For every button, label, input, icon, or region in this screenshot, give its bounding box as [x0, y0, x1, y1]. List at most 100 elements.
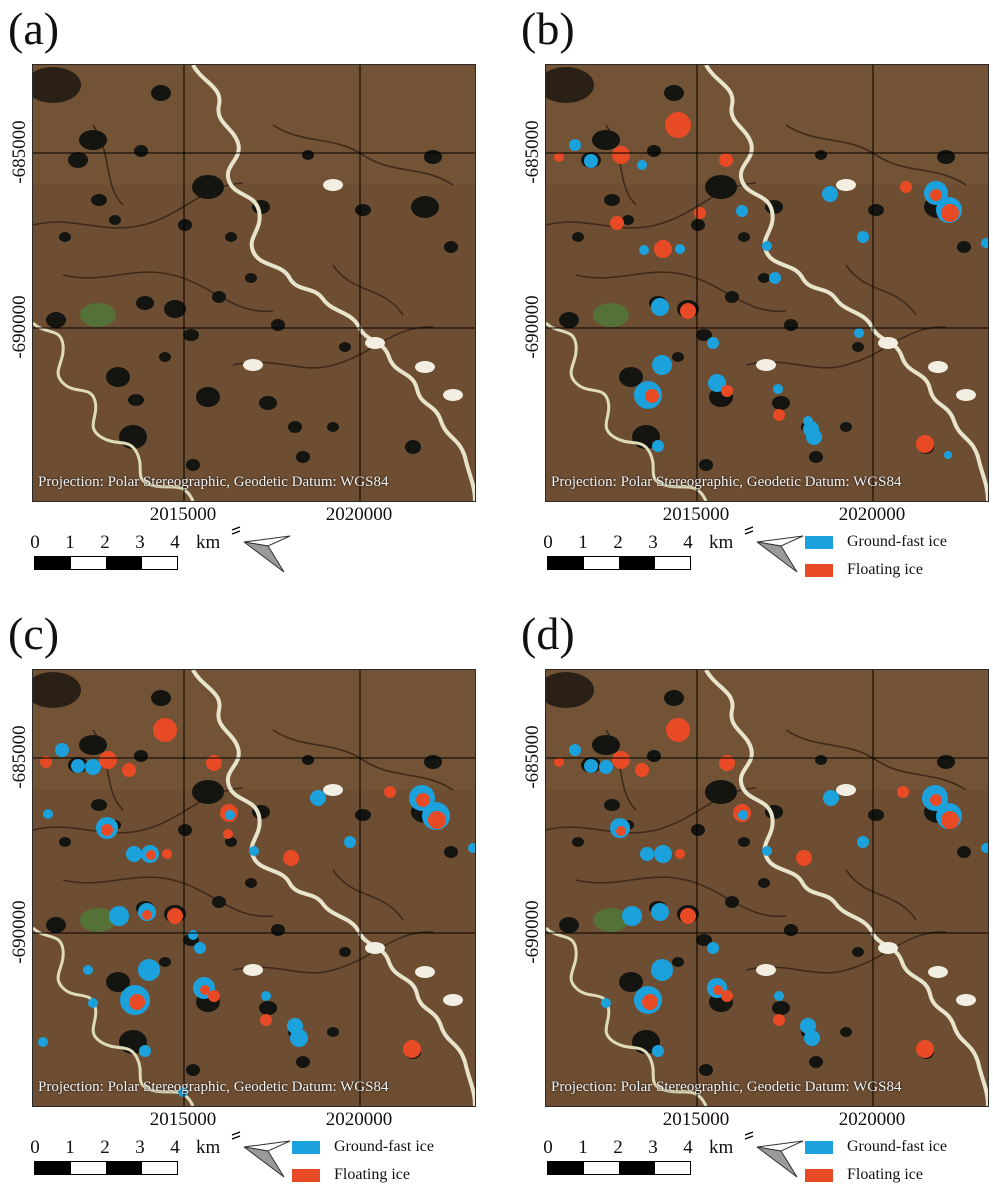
- legend-item-ground-fast: Ground-fast ice: [805, 1133, 947, 1161]
- thermokarst-lake: [784, 924, 798, 936]
- thermokarst-lake: [705, 780, 737, 804]
- ground-fast-ice-patch: [651, 959, 673, 981]
- stream: [272, 124, 454, 186]
- floating-ice-patch: [654, 240, 672, 258]
- stream: [232, 326, 434, 369]
- panel-label: (c): [8, 608, 60, 659]
- thermokarst-lake: [339, 342, 351, 352]
- ground-fast-ice-patch: [639, 245, 649, 255]
- thermokarst-lake: [288, 421, 302, 433]
- thermokarst-lake: [840, 1027, 852, 1037]
- thermokarst-lake: [957, 241, 971, 253]
- projection-note: Projection: Polar Stereographic, Geodeti…: [38, 1079, 389, 1095]
- thermokarst-lake: [424, 150, 442, 164]
- ground-fast-ice-patch: [857, 836, 869, 848]
- thermokarst-lake: [696, 934, 712, 946]
- thermokarst-lake: [699, 1064, 713, 1076]
- thermokarst-lake: [79, 735, 107, 755]
- scale-label: 0: [30, 532, 40, 553]
- x-tick-label: 2015000: [149, 504, 217, 525]
- thermokarst-lake: [196, 387, 220, 407]
- river-channel: [546, 672, 594, 708]
- satellite-map: [32, 669, 476, 1107]
- ground-fast-ice-patch: [85, 759, 101, 775]
- thermokarst-lake: [411, 196, 439, 218]
- panel-label: (a): [8, 3, 60, 54]
- thermokarst-lake: [840, 422, 852, 432]
- ground-fast-ice-patch: [803, 416, 813, 426]
- x-tick-label: 2020000: [325, 1109, 393, 1130]
- scale-label: 4: [683, 532, 693, 553]
- river: [704, 65, 988, 501]
- floating-ice-patch: [773, 409, 785, 421]
- ground-fast-ice-patch: [762, 241, 772, 251]
- floating-ice-patch: [142, 910, 152, 920]
- floating-ice-patch: [930, 794, 942, 806]
- thermokarst-lake: [159, 957, 171, 967]
- snow-patch: [443, 994, 463, 1006]
- thermokarst-lake: [164, 300, 186, 318]
- floating-ice-patch: [635, 763, 649, 777]
- snow-patch: [323, 784, 343, 796]
- thermokarst-lake: [815, 150, 827, 160]
- floating-swatch: [805, 1168, 833, 1182]
- ground-fast-ice-patch: [675, 244, 685, 254]
- thermokarst-lake: [46, 312, 66, 328]
- thermokarst-lake: [151, 690, 171, 706]
- upland-tone: [33, 65, 475, 185]
- x-tick-label: 2020000: [838, 504, 906, 525]
- ground-fast-ice-patch: [774, 991, 784, 1001]
- ground-fast-ice-patch: [310, 790, 326, 806]
- floating-swatch: [292, 1168, 320, 1182]
- upland-tone: [546, 65, 988, 185]
- snow-patch: [243, 359, 263, 371]
- thermokarst-lake: [868, 809, 884, 821]
- thermokarst-lake: [296, 451, 310, 463]
- thermokarst-lake: [106, 367, 130, 387]
- floating-ice-patch: [612, 751, 630, 769]
- panel-c: (c) -685000 -690000 Projection: Polar St…: [0, 605, 480, 1195]
- thermokarst-lake: [245, 878, 257, 888]
- thermokarst-lake: [619, 367, 643, 387]
- x-tick-label: 2015000: [149, 1109, 217, 1130]
- floating-ice-patch: [713, 985, 723, 995]
- ground-fast-ice-patch: [601, 998, 611, 1008]
- ground-fast-ice-patch: [652, 355, 672, 375]
- thermokarst-lake: [572, 232, 584, 242]
- ground-fast-ice-patch: [126, 846, 142, 862]
- floating-ice-patch: [941, 204, 959, 222]
- scale-bar: [547, 1161, 691, 1175]
- thermokarst-lake: [327, 1027, 339, 1037]
- ground-fast-ice-patch: [71, 759, 85, 773]
- terrain-background: [33, 65, 475, 501]
- legend-item-ground-fast: Ground-fast ice: [805, 528, 947, 556]
- thermokarst-lake: [664, 690, 684, 706]
- thermokarst-lake: [815, 755, 827, 765]
- floating-ice-patch: [612, 146, 630, 164]
- ground-fast-ice-patch: [857, 231, 869, 243]
- y-tick-label: -690000: [522, 295, 543, 359]
- thermokarst-lake: [647, 750, 661, 762]
- scale-label: 1: [578, 1137, 588, 1158]
- ground-fast-ice-patch: [652, 1045, 664, 1057]
- scale-label: 3: [135, 1137, 145, 1158]
- stream: [845, 264, 917, 316]
- floating-ice-patch: [167, 908, 183, 924]
- floating-ice-patch: [616, 826, 626, 836]
- scale-bar: [547, 556, 691, 570]
- scale-unit: km: [196, 1137, 221, 1158]
- thermokarst-lake: [178, 219, 192, 231]
- floating-ice-patch: [900, 181, 912, 193]
- thermokarst-lake: [178, 824, 192, 836]
- y-tick-label: -690000: [9, 900, 30, 964]
- north-arrow-icon: [744, 526, 804, 573]
- stream: [332, 869, 404, 921]
- thermokarst-lake: [245, 273, 257, 283]
- river-channel: [33, 67, 81, 103]
- thermokarst-lake: [705, 175, 737, 199]
- legend: Ground-fast ice Floating ice: [292, 1133, 434, 1189]
- thermokarst-lake: [725, 291, 739, 303]
- floating-ice-patch: [99, 751, 117, 769]
- ground-fast-ice-patch: [736, 205, 748, 217]
- thermokarst-lake: [183, 329, 199, 341]
